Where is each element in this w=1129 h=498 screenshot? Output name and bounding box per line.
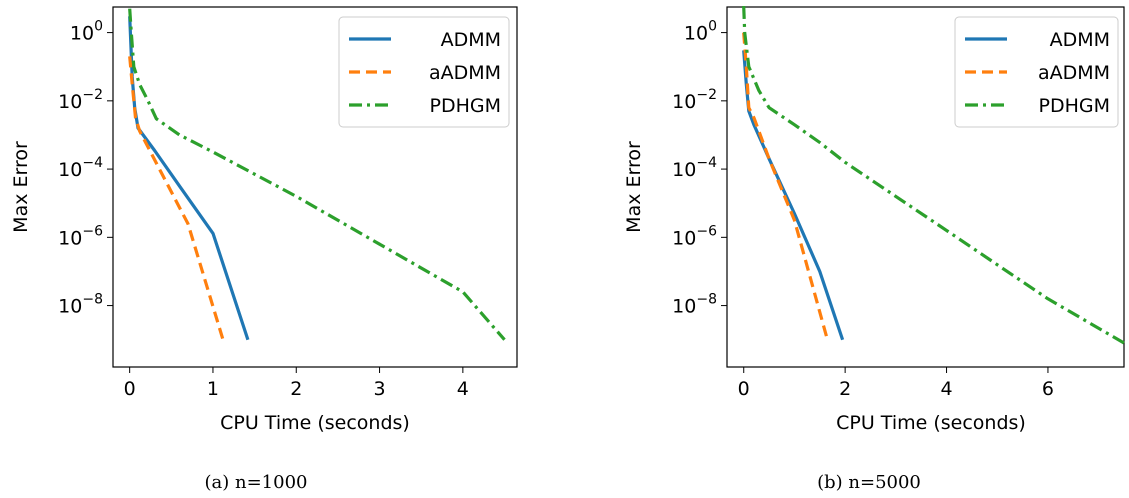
x-ticks: 0 1 2 3 4 (124, 367, 469, 400)
series-line-admm (742, 50, 845, 341)
y-tick-label: 10−8 (672, 292, 717, 318)
chart-panel-b: 100 10−2 10−4 10−6 10−8 0 2 4 6 CPU Time (secon… (623, 5, 1125, 493)
legend-entry-label: aADMM (429, 62, 501, 84)
y-tick-label: 10−4 (58, 155, 103, 181)
y-tick-label: 10−8 (58, 292, 103, 318)
y-tick-label: 10−6 (58, 223, 103, 249)
series-line-pdhgm (742, 5, 1125, 345)
x-tick-label: 4 (940, 378, 952, 400)
legend-entry-label: PDHGM (430, 95, 502, 117)
x-tick-label: 0 (738, 378, 750, 400)
y-ticks: 100 10−2 10−4 10−6 10−8 (58, 19, 113, 318)
y-tick-label: 10−2 (672, 87, 717, 113)
series-line-aadmm (128, 56, 225, 341)
x-ticks: 0 2 4 6 (738, 367, 1054, 400)
y-tick-label: 10−2 (58, 87, 103, 113)
x-tick-label: 0 (124, 378, 136, 400)
legend-box (954, 16, 1119, 128)
y-tick-label: 10−4 (672, 155, 717, 181)
x-tick-label: 3 (374, 378, 386, 400)
x-tick-label: 2 (839, 378, 851, 400)
legend-box (338, 16, 510, 128)
series-lines (128, 8, 506, 341)
y-ticks: 100 10−2 10−4 10−6 10−8 (672, 19, 727, 318)
plot-frame (726, 6, 1125, 368)
legend: ADMM aADMM PDHGM (338, 16, 510, 128)
y-axis-label: Max Error (10, 141, 32, 233)
legend-entry-label: ADMM (1050, 29, 1110, 51)
x-axis-label: CPU Time (seconds) (220, 412, 410, 434)
x-tick-label: 2 (290, 378, 302, 400)
series-line-aadmm (742, 32, 829, 341)
y-axis-label: Max Error (623, 141, 645, 233)
series-line-pdhgm (128, 8, 506, 341)
chart-panel-a: 100 10−2 10−4 10−6 10−8 0 1 2 3 4 CPU Time (seco… (10, 6, 518, 493)
x-tick-label: 4 (457, 378, 469, 400)
y-tick-label: 10−6 (672, 223, 717, 249)
y-tick-label: 100 (70, 19, 103, 45)
x-axis-label: CPU Time (seconds) (836, 412, 1026, 434)
legend-entry-label: PDHGM (1039, 95, 1111, 117)
caption: (a) n=1000 (205, 472, 308, 493)
series-lines (742, 5, 1125, 345)
legend: ADMM aADMM PDHGM (954, 16, 1119, 128)
x-tick-label: 1 (207, 378, 219, 400)
plot-frame (112, 6, 518, 368)
caption: (b) n=5000 (817, 472, 921, 493)
series-line-admm (128, 16, 250, 341)
legend-entry-label: aADMM (1038, 62, 1110, 84)
x-tick-label: 6 (1042, 378, 1054, 400)
legend-entry-label: ADMM (441, 29, 501, 51)
y-tick-label: 100 (684, 19, 717, 45)
